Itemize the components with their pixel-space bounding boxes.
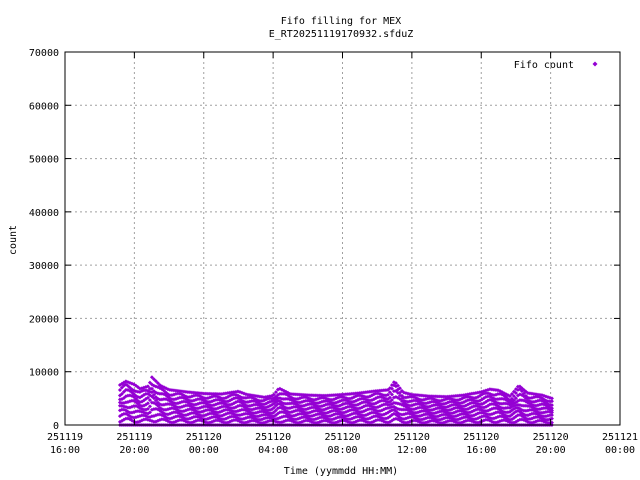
x-tick-label-time: 00:00: [189, 445, 219, 456]
x-tick-label-date: 251121: [602, 432, 638, 443]
data-point: [273, 408, 278, 413]
x-tick-label-time: 16:00: [50, 445, 80, 456]
y-tick-label: 40000: [29, 208, 59, 219]
data-point: [511, 394, 516, 399]
data-point: [151, 392, 156, 397]
data-point: [549, 413, 554, 418]
x-tick-label-time: 12:00: [397, 445, 427, 456]
data-point: [513, 391, 518, 396]
data-point: [119, 391, 124, 396]
data-points: [117, 375, 554, 427]
x-tick-label-date: 251120: [324, 432, 360, 443]
data-point: [395, 383, 400, 388]
data-point: [397, 386, 402, 391]
data-point: [549, 399, 554, 404]
data-point: [549, 403, 554, 408]
x-tick-label-date: 251120: [186, 432, 222, 443]
axis-ticks: 0 10000 20000 30000 40000 50000 60000 70000 2511…: [29, 48, 638, 456]
y-tick-label: 60000: [29, 101, 59, 112]
x-tick-label-time: 20:00: [536, 445, 566, 456]
y-tick-label: 30000: [29, 261, 59, 272]
data-point: [513, 396, 518, 401]
legend-label: Fifo count: [514, 60, 574, 71]
data-point: [117, 387, 122, 392]
data-point: [145, 384, 150, 389]
data-point: [549, 408, 554, 413]
x-tick-label-date: 251120: [463, 432, 499, 443]
x-tick-label-date: 251119: [47, 432, 83, 443]
data-point: [389, 397, 394, 402]
data-point: [147, 398, 152, 403]
data-point: [385, 392, 390, 397]
data-point: [273, 390, 278, 395]
data-point: [507, 394, 512, 399]
data-point: [145, 395, 150, 400]
data-point: [549, 406, 554, 411]
data-point: [147, 410, 152, 415]
y-tick-label: 70000: [29, 48, 59, 59]
data-point: [509, 392, 514, 397]
y-axis-label: count: [8, 225, 19, 255]
data-point: [389, 392, 394, 397]
data-point: [387, 390, 392, 395]
data-point: [389, 386, 394, 391]
x-tick-label-date: 251120: [394, 432, 430, 443]
data-point: [149, 386, 154, 391]
grid-lines: [65, 52, 620, 425]
x-tick-label-time: 00:00: [605, 445, 635, 456]
y-tick-label: 20000: [29, 314, 59, 325]
x-tick-label-date: 251120: [255, 432, 291, 443]
x-tick-label-time: 20:00: [119, 445, 149, 456]
data-point: [147, 404, 152, 409]
data-point: [145, 406, 150, 411]
data-point: [119, 385, 124, 390]
x-axis-label: Time (yymmdd HH:MM): [284, 466, 398, 477]
x-tick-label-date: 251119: [116, 432, 152, 443]
x-tick-label-time: 04:00: [258, 445, 288, 456]
chart-subtitle: E_RT20251119170932.sfduZ: [269, 29, 414, 40]
data-point: [393, 381, 398, 386]
data-point: [549, 396, 554, 401]
chart-title: Fifo filling for MEX: [281, 16, 401, 27]
data-point: [387, 395, 392, 400]
y-tick-label: 10000: [29, 368, 59, 379]
y-tick-label: 0: [53, 421, 59, 432]
y-tick-label: 50000: [29, 155, 59, 166]
legend: Fifo count: [514, 60, 598, 71]
x-tick-label-date: 251120: [533, 432, 569, 443]
x-tick-label-time: 08:00: [327, 445, 357, 456]
x-tick-label-time: 16:00: [466, 445, 496, 456]
data-point: [271, 405, 276, 410]
data-point: [271, 392, 276, 397]
legend-marker: [592, 61, 598, 67]
data-point: [511, 398, 516, 403]
data-point: [145, 401, 150, 406]
